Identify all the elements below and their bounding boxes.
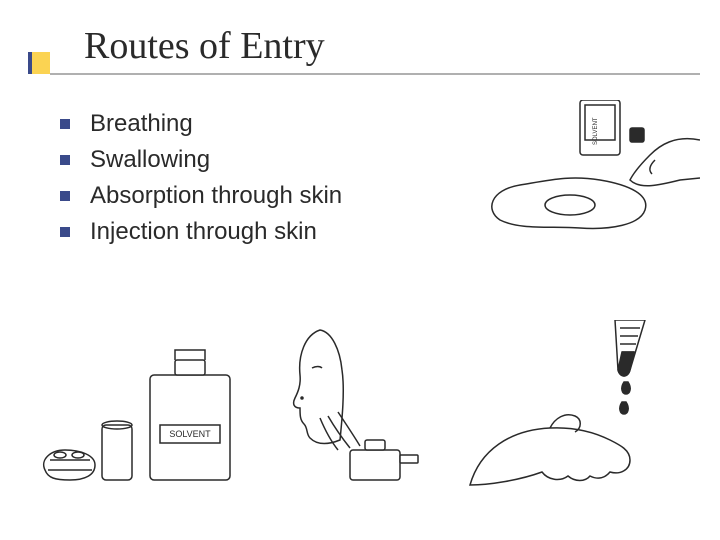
list-item: Swallowing <box>60 146 342 174</box>
title-accent-square <box>28 52 50 74</box>
bullet-label: Breathing <box>90 110 193 138</box>
list-item: Injection through skin <box>60 218 342 246</box>
bullet-icon <box>60 155 70 165</box>
illustration-breathing <box>260 320 440 490</box>
illustration-injection <box>460 320 690 490</box>
bullet-icon <box>60 119 70 129</box>
illustration-swallowing: SOLVENT <box>40 320 270 490</box>
list-item: Absorption through skin <box>60 182 342 210</box>
bullet-icon <box>60 227 70 237</box>
label-solvent: SOLVENT <box>593 117 599 145</box>
bullet-label: Injection through skin <box>90 218 317 246</box>
bullet-icon <box>60 191 70 201</box>
bullet-label: Absorption through skin <box>90 182 342 210</box>
title-bar: Routes of Entry <box>28 18 700 78</box>
page-title: Routes of Entry <box>84 24 325 68</box>
bullet-label: Swallowing <box>90 146 210 174</box>
bullet-list: Breathing Swallowing Absorption through … <box>60 110 342 254</box>
illustration-absorption: SOLVENT <box>480 100 700 240</box>
list-item: Breathing <box>60 110 342 138</box>
title-underline <box>50 73 700 75</box>
label-solvent-can: SOLVENT <box>169 429 211 439</box>
